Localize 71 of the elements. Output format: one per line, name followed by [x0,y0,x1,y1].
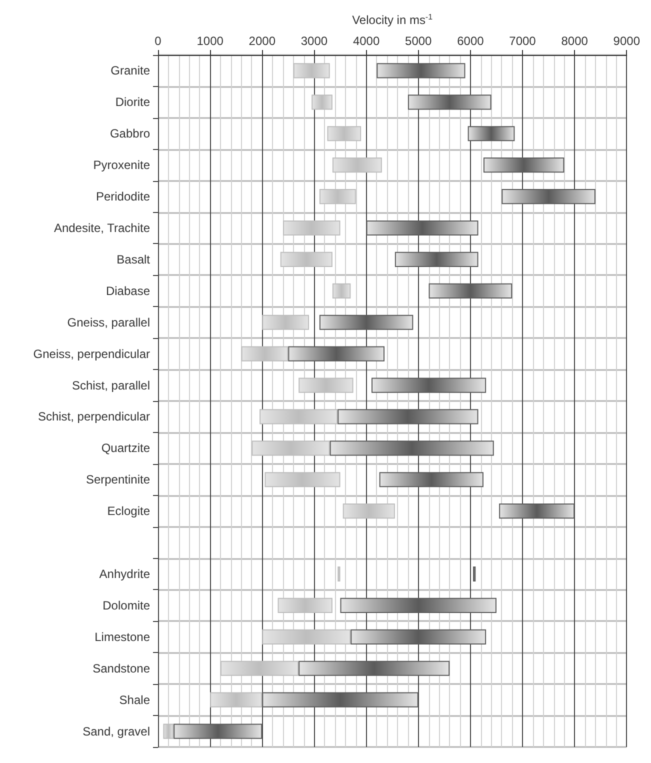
bar [312,94,332,110]
bar [379,472,484,488]
bar [262,314,310,330]
x-tick-label: 5000 [405,34,432,48]
y-tick-label: Gneiss, perpendicular [33,346,150,361]
x-tick-label: 4000 [352,34,380,48]
y-tick-label: Granite [110,64,150,78]
y-tick-label: Gabbro [110,126,150,141]
x-tick-label: 8000 [561,34,588,48]
bar [210,692,262,708]
bar [332,283,351,298]
bar [298,378,354,393]
bar [340,598,496,614]
y-tick-label: Limestone [94,630,150,644]
y-tick-label: Schist, perpendicular [38,410,150,424]
bar [371,378,486,393]
x-tick-label: 9000 [613,34,640,48]
y-tick-label: Quartzite [101,441,150,456]
y-tick-label: Basalt [116,252,151,266]
bar [252,440,330,456]
x-tick-label: 3000 [300,34,328,48]
y-tick-label: Serpentinite [86,472,150,487]
y-tick-label: Dolomite [102,598,150,612]
y-tick-label: Peridodite [96,190,150,204]
bar [330,440,494,456]
y-tick-label: Anhydrite [99,567,150,581]
bar [260,409,338,424]
bar [483,158,564,173]
y-tick-label: Andesite, Trachite [54,221,150,235]
y-tick-label: Diabase [106,284,150,298]
y-tick-label: Sand, gravel [82,724,150,738]
bar [394,252,478,268]
bar [332,158,382,173]
x-tick-label: 6000 [457,34,484,48]
bar [241,346,288,362]
y-tick-label: Schist, parallel [72,378,150,392]
bar [327,126,362,142]
bar [350,629,486,644]
bar [376,63,466,78]
y-tick-label: Shale [119,692,150,707]
bar [319,188,356,204]
x-tick-label: 2000 [248,34,276,48]
bar [499,504,575,519]
bar [468,126,515,142]
bar [280,252,332,268]
bar [342,504,395,519]
bar [366,220,478,236]
y-tick-label: Pyroxenite [93,158,150,172]
bar [262,629,351,644]
bar [264,472,340,488]
y-tick-label: Gneiss, parallel [67,315,150,330]
y-tick-label: Sandstone [92,661,150,676]
bar [282,220,340,236]
bar [428,283,512,298]
x-tick-label: 7000 [509,34,536,48]
bar [278,598,332,614]
x-tick-label: 1000 [196,34,224,48]
bar [502,188,596,204]
bar [288,346,385,362]
bar [293,63,330,78]
x-tick-label: 0 [154,34,162,48]
bar [298,660,450,676]
bar [319,314,414,330]
bar [220,660,299,676]
bar [262,692,418,708]
y-tick-label: Eclogite [107,504,150,518]
bar [338,409,478,424]
bar [174,724,262,739]
y-tick-label: Diorite [115,95,150,110]
bar [163,724,174,739]
bar [408,94,492,110]
